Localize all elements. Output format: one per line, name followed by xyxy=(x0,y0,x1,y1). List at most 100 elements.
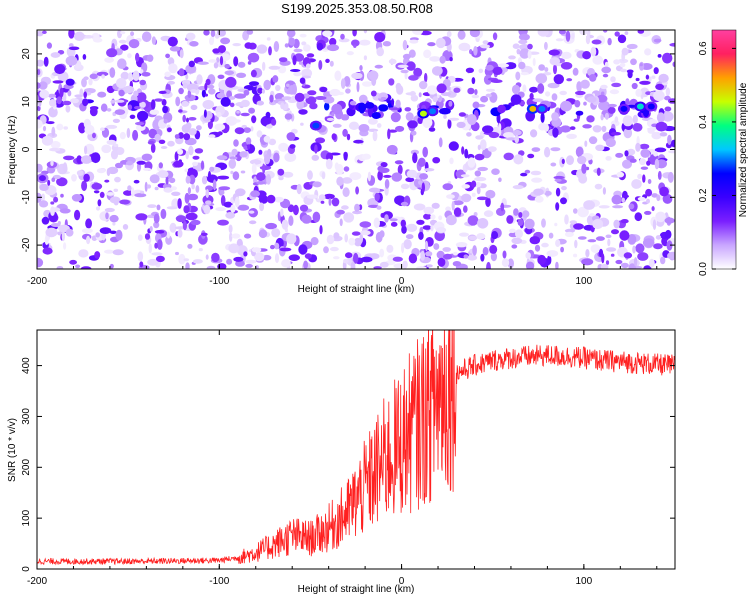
spectrogram-cell xyxy=(262,254,272,261)
spectrogram-cell xyxy=(560,100,573,112)
spectrogram-cell xyxy=(647,179,652,184)
spectrogram-cell xyxy=(177,148,184,155)
spectrogram-cell xyxy=(256,130,263,138)
spectrogram-cell xyxy=(503,152,514,161)
spectrogram-cell xyxy=(154,98,164,102)
spectrogram-cell xyxy=(266,194,276,204)
spectrogram-cell xyxy=(149,109,160,115)
spectrogram-cell xyxy=(132,129,139,141)
spectrogram-cell xyxy=(631,82,638,90)
spectrogram-cell xyxy=(607,106,616,114)
y-tick-label: -20 xyxy=(21,237,32,252)
spectrogram-cell xyxy=(112,118,120,123)
spectrogram-cell xyxy=(439,55,446,64)
spectrogram-cell xyxy=(37,69,41,76)
spectrogram-cell xyxy=(497,63,510,68)
spectrogram-cell xyxy=(84,145,88,155)
spectrogram-cell xyxy=(247,144,251,150)
spectrogram-cell xyxy=(331,133,337,141)
spectrogram-cell xyxy=(42,125,47,132)
spectrogram-cell xyxy=(474,153,485,161)
spectrogram-cell xyxy=(665,87,671,97)
spectrogram-cell xyxy=(76,155,82,164)
spectrogram-cell xyxy=(453,207,462,217)
spectrogram-cell xyxy=(367,106,374,118)
spectrogram-cell xyxy=(395,125,405,132)
spectrogram-cell xyxy=(384,214,389,223)
spectrogram-cell xyxy=(305,96,317,105)
spectrogram-cell xyxy=(106,168,111,177)
spectrogram-cell xyxy=(522,84,527,93)
spectrogram-cell xyxy=(240,112,250,117)
spectrogram-cell xyxy=(166,231,170,239)
spectrogram-cell xyxy=(268,46,272,56)
spectrogram-cell xyxy=(340,33,345,40)
spectrogram-cell xyxy=(83,173,90,182)
spectrogram-cell xyxy=(315,137,326,144)
spectrogram-cell xyxy=(109,196,121,204)
spectrogram-cell xyxy=(513,208,519,216)
spectrogram-cell xyxy=(188,145,194,156)
spectrogram-cell xyxy=(160,146,168,149)
spectrogram-cell xyxy=(447,119,452,129)
spectrogram-cell xyxy=(307,170,313,180)
spectrogram-cell xyxy=(298,61,304,65)
spectrogram-cell xyxy=(217,175,230,180)
spectrogram-cell xyxy=(212,179,217,191)
spectrogram-cell xyxy=(133,179,140,184)
spectrogram-cell xyxy=(516,48,521,55)
spectrogram-cell xyxy=(477,166,489,172)
spectrogram-cell xyxy=(341,177,353,184)
spectrogram-cell xyxy=(109,263,114,269)
spectrogram-cell xyxy=(590,46,597,57)
spectrogram-cell xyxy=(173,160,184,168)
spectrogram-cell xyxy=(338,38,350,43)
spectrogram-cell xyxy=(411,130,417,136)
spectrogram-cell xyxy=(476,186,481,195)
spectrogram-cell xyxy=(265,124,273,129)
spectrogram-cell xyxy=(279,57,288,63)
spectrogram-cell xyxy=(476,233,486,240)
spectrogram-cell xyxy=(65,55,78,66)
spectrogram-cell xyxy=(325,158,333,170)
spectrogram-cell xyxy=(171,191,181,196)
spectrogram-cell xyxy=(639,143,650,150)
spectrogram-cell xyxy=(134,193,147,198)
spectrogram-cell xyxy=(629,158,637,163)
spectrogram-cell xyxy=(343,166,350,172)
spectrogram-cell xyxy=(671,139,675,148)
spectrogram-cell xyxy=(192,161,198,166)
spectrogram-cell xyxy=(420,250,426,261)
spectrogram-cell xyxy=(250,69,257,78)
spectrogram-cell xyxy=(65,105,71,113)
spectrogram-cell xyxy=(547,255,552,265)
spectrogram-cell xyxy=(412,30,424,35)
spectrogram-cell xyxy=(181,100,190,107)
spectrogram-cell xyxy=(491,168,500,175)
spectrogram-cell xyxy=(232,171,240,181)
spectrogram-cell xyxy=(234,119,241,123)
spectrogram-cell xyxy=(659,132,668,137)
colorbar-tick-label: 0.6 xyxy=(698,41,709,55)
spectrogram-cell xyxy=(651,193,658,198)
spectrogram-cell xyxy=(73,31,85,41)
spectrogram-cell xyxy=(316,42,324,51)
spectrogram-cell xyxy=(515,229,523,239)
spectrogram-cell xyxy=(512,43,520,49)
spectrogram-cell xyxy=(406,61,416,71)
spectrogram-cell xyxy=(553,64,557,75)
spectrogram-cell xyxy=(345,252,353,259)
spectrogram-cell xyxy=(287,99,297,103)
spectrogram-cell xyxy=(287,204,295,213)
spectrogram-cell xyxy=(461,146,465,155)
spectrogram-cell xyxy=(82,98,89,107)
spectrogram-cell xyxy=(406,223,418,232)
spectrogram-cell xyxy=(288,37,296,46)
spectrogram-cell xyxy=(229,156,238,160)
spectrogram-cell xyxy=(648,258,655,268)
spectrogram-peak xyxy=(636,103,644,110)
spectrogram-cell xyxy=(251,163,257,174)
spectrogram-cell xyxy=(120,71,129,80)
spectrogram-cell xyxy=(578,174,588,184)
